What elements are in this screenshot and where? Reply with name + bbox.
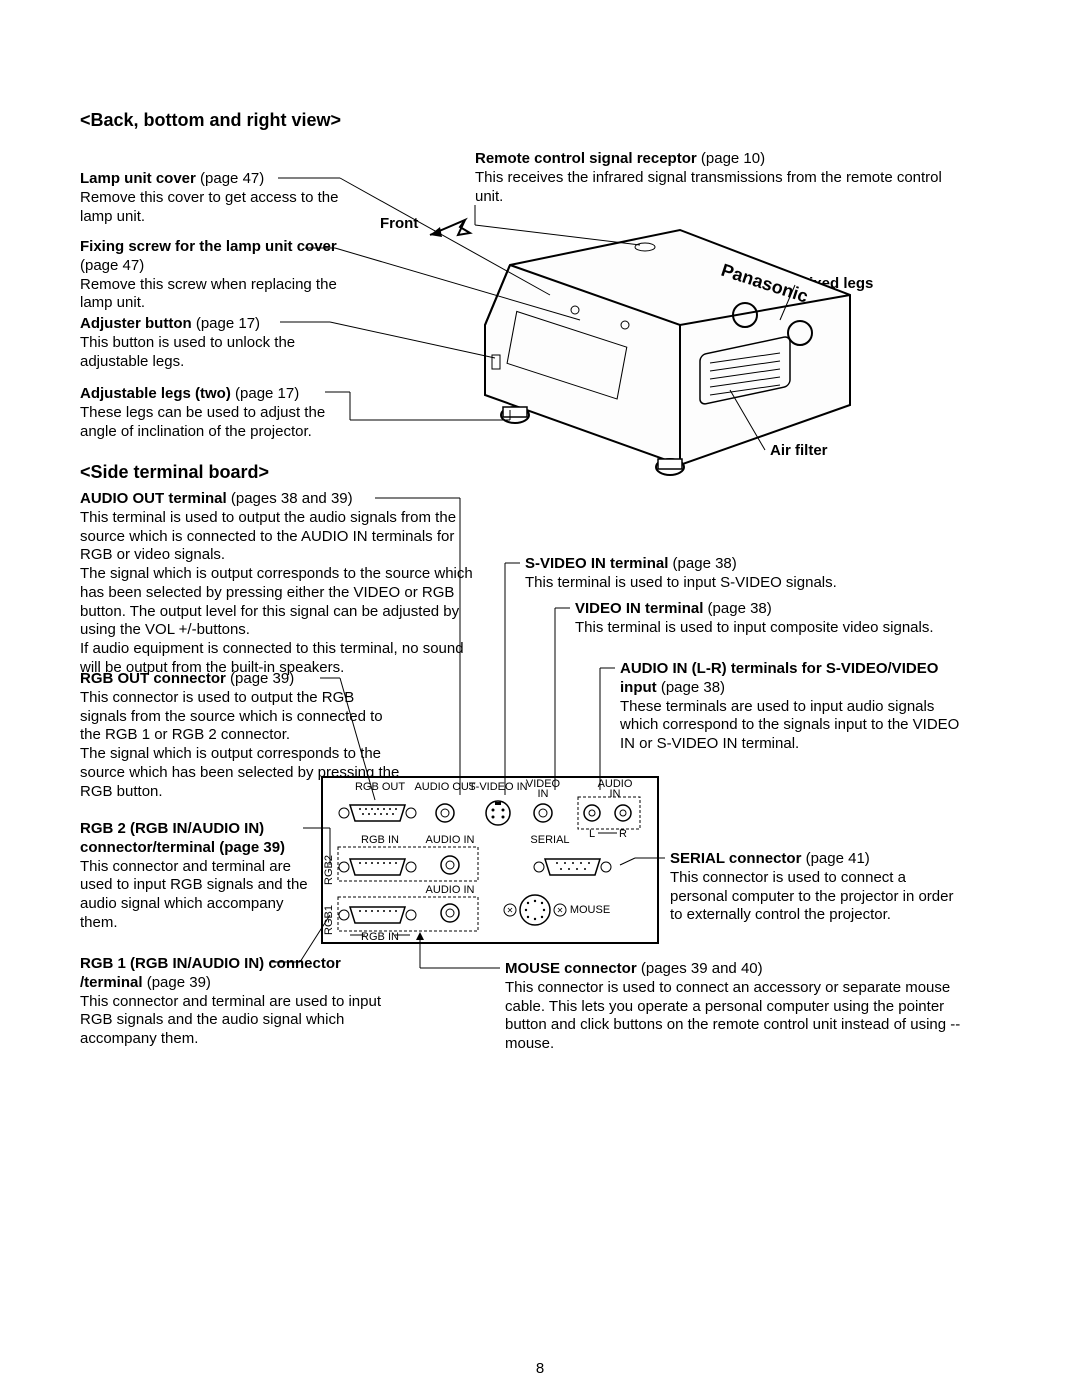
callout-title: RGB OUT connector	[80, 670, 226, 687]
svg-text:✕: ✕	[507, 906, 514, 915]
callout-body: This terminal is used to output the audi…	[80, 509, 473, 676]
svg-text:AUDIO IN: AUDIO IN	[426, 884, 475, 896]
callout-ref: (page 38)	[708, 600, 772, 617]
callout-title: Adjuster button	[80, 315, 192, 332]
callout-ref: (page 39)	[147, 974, 211, 991]
callout-rgb1: RGB 1 (RGB IN/AUDIO IN) connector /termi…	[80, 955, 400, 1049]
svg-text:RGB OUT: RGB OUT	[355, 781, 405, 793]
callout-ref: (page 41)	[806, 850, 870, 867]
callout-body: This connector is used to connect a pers…	[670, 869, 953, 924]
svg-text:AUDIO IN: AUDIO IN	[426, 834, 475, 846]
svg-text:AUDIO OUT: AUDIO OUT	[414, 781, 475, 793]
callout-body: This receives the infrared signal transm…	[475, 169, 942, 205]
callout-ref: (page 38)	[661, 679, 725, 696]
callout-ref: (page 17)	[235, 385, 299, 402]
callout-adjustable-legs: Adjustable legs (two) (page 17) These le…	[80, 385, 360, 441]
front-label: Front	[380, 215, 418, 234]
callout-rgb2: RGB 2 (RGB IN/AUDIO IN) connector/termin…	[80, 820, 320, 933]
callout-title: SERIAL connector	[670, 850, 801, 867]
callout-serial: SERIAL connector (page 41) This connecto…	[670, 850, 960, 925]
callout-video-in: VIDEO IN terminal (page 38) This termina…	[575, 600, 955, 638]
callout-title: Remote control signal receptor	[475, 150, 697, 167]
callout-body: This connector and terminal are used to …	[80, 858, 308, 931]
callout-title: VIDEO IN terminal	[575, 600, 703, 617]
svg-text:R: R	[619, 828, 627, 840]
callout-body: These legs can be used to adjust the ang…	[80, 404, 325, 440]
section-title-2: <Side terminal board>	[80, 462, 269, 483]
manual-page: <Back, bottom and right view> Remote con…	[80, 110, 1000, 141]
callout-title: Adjustable legs (two)	[80, 385, 231, 402]
callout-title: S-VIDEO IN terminal	[525, 555, 668, 572]
callout-body: This connector is used to connect an acc…	[505, 979, 960, 1052]
callout-body: This connector and terminal are used to …	[80, 993, 381, 1048]
svg-text:RGB1: RGB1	[323, 905, 335, 935]
callout-adjuster-button: Adjuster button (page 17) This button is…	[80, 315, 340, 371]
svg-text:IN: IN	[610, 788, 621, 800]
callout-title: Lamp unit cover	[80, 170, 196, 187]
callout-audio-out: AUDIO OUT terminal (pages 38 and 39) Thi…	[80, 490, 480, 678]
callout-svideo-in: S-VIDEO IN terminal (page 38) This termi…	[525, 555, 925, 593]
callout-ref: (page 38)	[673, 555, 737, 572]
svg-text:MOUSE: MOUSE	[570, 904, 610, 916]
svg-text:RGB IN: RGB IN	[361, 834, 399, 846]
callout-body: This terminal is used to input S-VIDEO s…	[525, 574, 837, 591]
callout-ref: (pages 38 and 39)	[231, 490, 353, 507]
projector-diagram: Panasonic	[420, 205, 890, 485]
callout-mouse: MOUSE connector (pages 39 and 40) This c…	[505, 960, 965, 1054]
callout-title: Fixing screw for the lamp unit cover	[80, 238, 337, 255]
callout-body: Remove this screw when replacing the lam…	[80, 276, 337, 312]
svg-text:RGB2: RGB2	[323, 855, 335, 885]
page-number: 8	[536, 1360, 544, 1377]
callout-remote: Remote control signal receptor (page 10)…	[475, 150, 965, 206]
svg-text:✕: ✕	[557, 906, 564, 915]
callout-lamp-cover: Lamp unit cover (page 47) Remove this co…	[80, 170, 340, 226]
callout-body: This terminal is used to input composite…	[575, 619, 934, 636]
callout-body: These terminals are used to input audio …	[620, 698, 959, 753]
section-title-1: <Back, bottom and right view>	[80, 110, 1000, 131]
callout-ref: (page 17)	[196, 315, 260, 332]
svg-text:IN: IN	[538, 788, 549, 800]
svg-text:SERIAL: SERIAL	[530, 834, 569, 846]
svg-text:RGB IN: RGB IN	[361, 931, 399, 943]
svg-text:L: L	[589, 828, 595, 840]
callout-ref: (page 39)	[230, 670, 294, 687]
callout-ref: (page 47)	[200, 170, 264, 187]
callout-audio-in-lr: AUDIO IN (L-R) terminals for S-VIDEO/VID…	[620, 660, 960, 754]
callout-ref: (pages 39 and 40)	[641, 960, 763, 977]
callout-title: MOUSE connector	[505, 960, 637, 977]
callout-ref: (page 47)	[80, 257, 144, 274]
callout-title: RGB 2 (RGB IN/AUDIO IN) connector/termin…	[80, 820, 285, 856]
terminal-board-diagram: RGB OUT AUDIO OUT S-VIDEO IN VIDEO IN AU…	[320, 775, 660, 945]
callout-fixing-screw: Fixing screw for the lamp unit cover (pa…	[80, 238, 340, 313]
svg-text:S-VIDEO IN: S-VIDEO IN	[468, 781, 527, 793]
callout-body: This button is used to unlock the adjust…	[80, 334, 295, 370]
callout-body: Remove this cover to get access to the l…	[80, 189, 338, 225]
callout-ref: (page 10)	[701, 150, 765, 167]
callout-title: AUDIO OUT terminal	[80, 490, 227, 507]
